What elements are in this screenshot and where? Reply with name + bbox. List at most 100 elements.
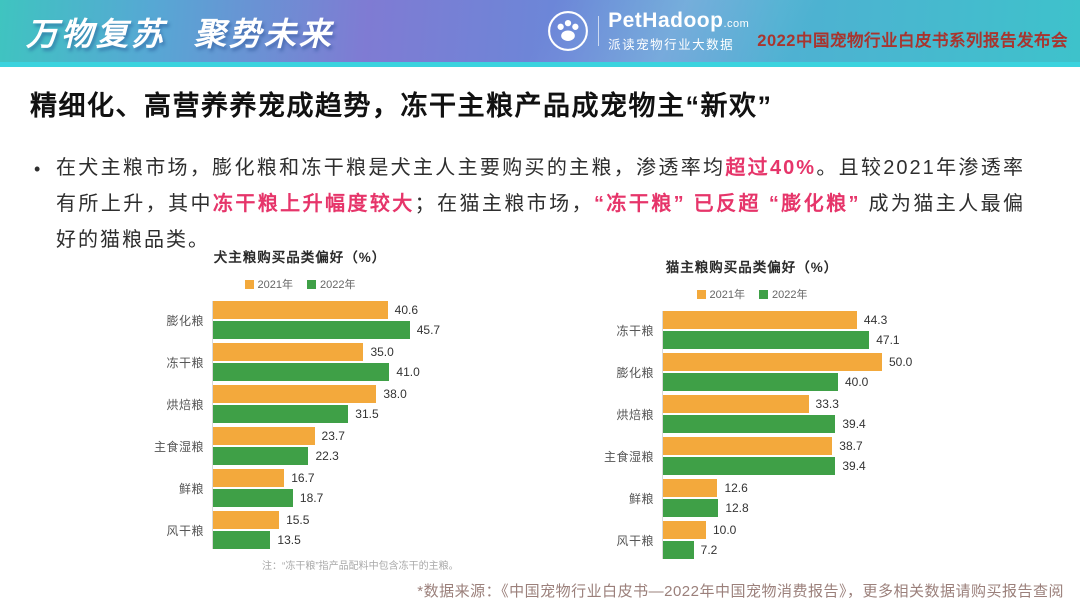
bar-row: 40.0 <box>662 373 904 391</box>
brand-cluster: PetHadoop.com 派读宠物行业大数据 2022中国宠物行业白皮书系列报… <box>547 7 1068 55</box>
bar-row: 44.3 <box>662 311 904 329</box>
bar-pair: 33.3 39.4 <box>662 395 904 433</box>
legend-label: 2021年 <box>257 279 293 291</box>
bar-2021年 <box>212 385 377 403</box>
bar-row: 45.7 <box>212 321 450 339</box>
bar-value-label: 33.3 <box>815 397 839 411</box>
header-slogan: 万物复苏 聚势未来 <box>26 16 334 52</box>
legend-item: 2021年 <box>244 276 293 292</box>
bar-group: 鲜粮 12.6 12.8 <box>600 479 904 517</box>
key-finding-paragraph: • 在犬主粮市场，膨化粮和冻干粮是犬主人主要购买的主粮，渗透率均超过40%。且较2… <box>30 150 1025 258</box>
dog-staple-food-chart: 犬主粮购买品类偏好（%） 2021年 2022年 膨化粮 40.6 45.7 冻干粮 35… <box>150 246 459 572</box>
bar-row: 47.1 <box>662 331 904 349</box>
bar-pair: 38.7 39.4 <box>662 437 904 475</box>
highlight-text: 超过40% <box>725 157 817 179</box>
bar-row: 10.0 <box>662 521 904 539</box>
bar-2022年 <box>662 457 836 475</box>
body-text: 。且较2021年渗透率有所上升，其中 <box>56 157 1026 215</box>
bar-row: 12.6 <box>662 479 904 497</box>
bar-value-label: 15.5 <box>286 513 310 527</box>
bar-pair: 15.5 13.5 <box>212 511 450 549</box>
bar-2022年 <box>212 321 410 339</box>
category-label: 风干粮 <box>616 533 654 548</box>
legend-label: 2022年 <box>772 289 808 301</box>
bar-2021年 <box>212 301 388 319</box>
bar-row: 38.7 <box>662 437 904 455</box>
data-source-note: *数据来源：《中国宠物行业白皮书—2022年中国宠物消费报告》，更多相关数据请购… <box>417 583 1064 600</box>
bar-2022年 <box>662 415 836 433</box>
bar-value-label: 13.5 <box>277 533 301 547</box>
bar-row: 31.5 <box>212 405 450 423</box>
bar-pair: 10.0 7.2 <box>662 521 904 559</box>
bar-row: 18.7 <box>212 489 450 507</box>
bar-2022年 <box>662 373 838 391</box>
bar-row: 39.4 <box>662 415 904 433</box>
bar-2021年 <box>662 353 882 371</box>
bullet-marker: • <box>34 159 43 179</box>
category-label: 膨化粮 <box>166 313 204 328</box>
bar-2021年 <box>662 311 857 329</box>
bar-row: 12.8 <box>662 499 904 517</box>
bar-value-label: 7.2 <box>700 543 718 557</box>
bar-value-label: 23.7 <box>321 429 345 443</box>
bar-group: 主食湿粮 38.7 39.4 <box>600 437 904 475</box>
bar-2022年 <box>212 447 309 465</box>
legend-swatch-icon <box>244 279 254 289</box>
category-label: 冻干粮 <box>166 355 204 370</box>
bar-value-label: 40.0 <box>845 375 869 389</box>
bar-value-label: 10.0 <box>713 523 737 537</box>
bar-value-label: 35.0 <box>370 345 394 359</box>
bar-2022年 <box>662 499 719 517</box>
bar-value-label: 44.3 <box>863 313 888 327</box>
legend-label: 2021年 <box>709 289 745 301</box>
chart-legend: 2021年 2022年 <box>600 286 904 302</box>
brand-divider <box>598 16 600 46</box>
bar-value-label: 12.8 <box>725 501 749 515</box>
bar-row: 38.0 <box>212 385 450 403</box>
bar-value-label: 22.3 <box>315 449 339 463</box>
bar-row: 41.0 <box>212 363 450 381</box>
bar-row: 40.6 <box>212 301 450 319</box>
bar-value-label: 12.6 <box>724 481 748 495</box>
bar-value-label: 18.7 <box>299 491 324 505</box>
header-bar: 万物复苏 聚势未来 PetHadoop.com 派读宠物行业大数据 2022中国… <box>0 0 1080 62</box>
bar-row: 35.0 <box>212 343 450 361</box>
highlight-text: “冻干粮” 已反超 “膨化粮” <box>594 193 861 215</box>
bar-value-label: 47.1 <box>876 333 900 347</box>
highlight-text: 冻干粮上升幅度较大 <box>212 193 415 215</box>
bar-2021年 <box>212 427 315 445</box>
bar-group: 烘焙粮 33.3 39.4 <box>600 395 904 433</box>
bar-value-label: 45.7 <box>416 323 441 337</box>
legend-label: 2022年 <box>320 279 356 291</box>
category-label: 风干粮 <box>166 523 204 538</box>
bar-pair: 35.0 41.0 <box>212 343 450 381</box>
bar-group: 风干粮 15.5 13.5 <box>150 511 450 549</box>
bar-2021年 <box>662 479 718 497</box>
bar-row: 22.3 <box>212 447 450 465</box>
bar-2022年 <box>212 489 293 507</box>
header-accent-strip <box>0 62 1080 67</box>
bar-group: 主食湿粮 23.7 22.3 <box>150 427 450 465</box>
pethadoop-logo-icon <box>548 11 589 51</box>
bar-group: 冻干粮 35.0 41.0 <box>150 343 450 381</box>
brand-text-block: PetHadoop.com 派读宠物行业大数据 <box>608 10 749 53</box>
bar-row: 15.5 <box>212 511 450 529</box>
bar-2022年 <box>662 331 870 349</box>
bar-value-label: 40.6 <box>394 303 419 317</box>
brand-name-suffix: .com <box>723 17 750 30</box>
bar-pair: 40.6 45.7 <box>212 301 450 339</box>
bar-pair: 12.6 12.8 <box>662 479 904 517</box>
brand-name: PetHadoop.com <box>608 10 749 31</box>
legend-item: 2022年 <box>307 276 355 292</box>
bar-pair: 16.7 18.7 <box>212 469 450 507</box>
category-label: 烘焙粮 <box>166 397 204 412</box>
chart-plot: 膨化粮 40.6 45.7 冻干粮 35.0 41.0 烘焙粮 38.0 31.5 主食湿粮 23.… <box>150 301 450 549</box>
chart-legend: 2021年 2022年 <box>150 276 450 292</box>
bar-pair: 23.7 22.3 <box>212 427 450 465</box>
bar-value-label: 16.7 <box>291 471 315 485</box>
legend-item: 2021年 <box>696 286 745 302</box>
bar-row: 33.3 <box>662 395 904 413</box>
bar-2022年 <box>662 541 694 559</box>
category-label: 主食湿粮 <box>603 449 654 464</box>
bar-group: 冻干粮 44.3 47.1 <box>600 311 904 349</box>
